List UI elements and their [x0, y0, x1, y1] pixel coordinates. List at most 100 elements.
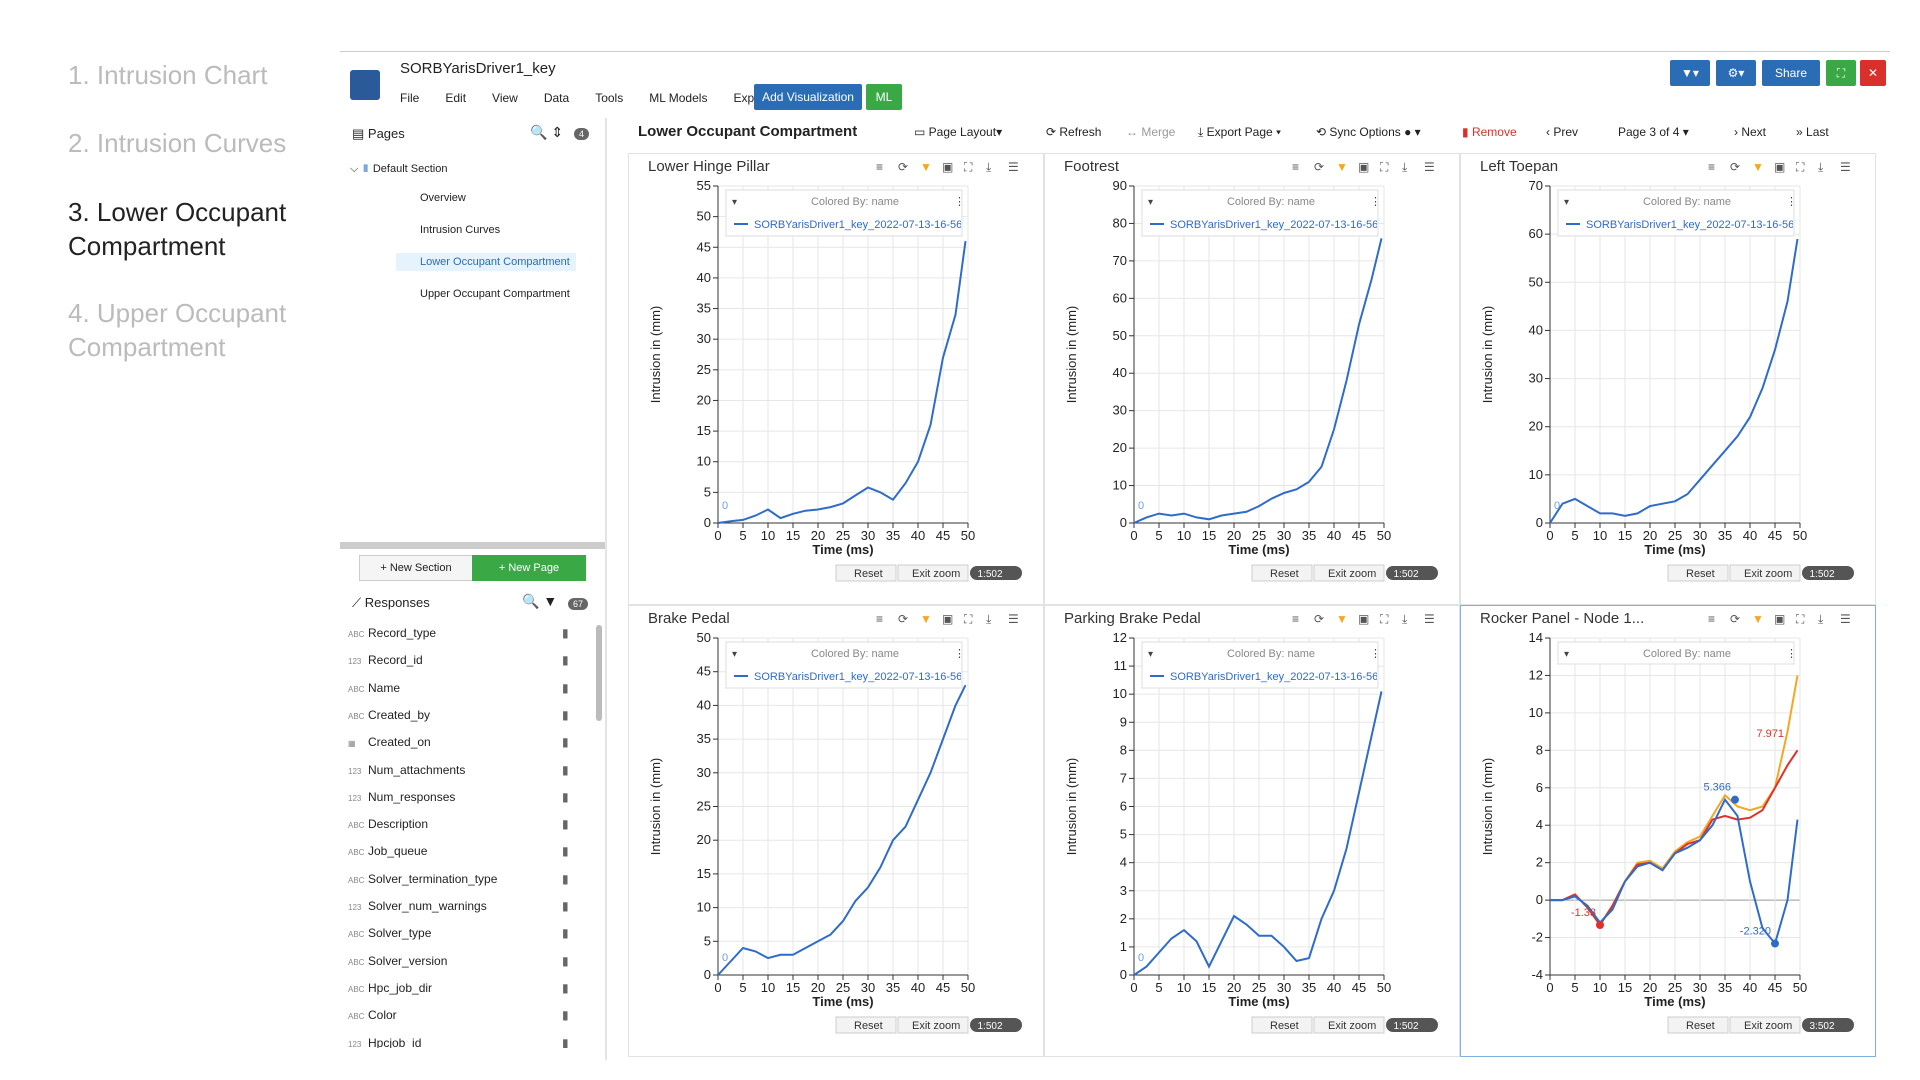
exit-zoom-button[interactable]: [1313, 564, 1385, 582]
panel-icon[interactable]: ⛶: [963, 612, 973, 626]
menu-item[interactable]: Tools: [595, 91, 624, 105]
response-item[interactable]: ABC Description ▮: [348, 817, 569, 831]
panel-icon[interactable]: ☰: [1424, 160, 1435, 174]
chart-panel[interactable]: Lower Hinge Pillar ≡ ⟳ ▼ ▣ ⛶ ⤓ ☰051015202530354…: [628, 153, 1044, 605]
exit-zoom-button[interactable]: [1313, 1016, 1385, 1034]
ml-button[interactable]: ML: [866, 84, 902, 110]
merge[interactable]: ↔ Merge: [1126, 125, 1176, 139]
response-item[interactable]: ABC Color ▮: [348, 1008, 569, 1022]
page-select[interactable]: Page 3 of 4 ▾: [1618, 125, 1689, 139]
reset-button[interactable]: [1251, 564, 1313, 582]
response-item[interactable]: 123 Num_attachments ▮: [348, 763, 569, 777]
exit-zoom-button[interactable]: [1729, 1016, 1801, 1034]
panel-icon[interactable]: ▣: [1358, 160, 1369, 174]
legend-label[interactable]: SORBYarisDriver1_key_2022-07-13-16-56-: [1170, 219, 1382, 231]
chart-panel[interactable]: Parking Brake Pedal ≡ ⟳ ▼ ▣ ⛶ ⤓ ☰01234567891011…: [1044, 605, 1460, 1057]
panel-icon[interactable]: ⛶: [963, 160, 973, 174]
chart-panel[interactable]: Footrest ≡ ⟳ ▼ ▣ ⛶ ⤓ ☰ 0 10 20 30 40 50 60 70 80 90 0 5 10 15…: [1044, 153, 1460, 605]
sync-options[interactable]: ⟲ Sync Options ● ▾: [1316, 125, 1421, 139]
filter-button[interactable]: ▼▾: [1670, 60, 1710, 86]
response-item[interactable]: ABC Job_queue ▮: [348, 844, 569, 858]
panel-icon[interactable]: ▼: [1336, 612, 1348, 626]
panel-icon[interactable]: ☰: [1008, 160, 1019, 174]
responses-tools[interactable]: 🔍 ▼: [522, 593, 558, 609]
legend-label[interactable]: SORBYarisDriver1_key_2022-07-13-16-56-: [1170, 671, 1382, 683]
panel-icon[interactable]: ≡: [1708, 160, 1715, 174]
panel-icon[interactable]: ≡: [1292, 160, 1299, 174]
response-item[interactable]: ABC Name ▮: [348, 681, 569, 695]
panel-icon[interactable]: ⤓: [1402, 160, 1408, 174]
panel-icon[interactable]: ≡: [876, 160, 883, 174]
panel-icon[interactable]: ▼: [920, 612, 932, 626]
legend-options[interactable]: ⋮: [1786, 648, 1797, 660]
prev[interactable]: ‹ Prev: [1546, 125, 1579, 139]
legend-options[interactable]: ⋮: [954, 648, 965, 660]
new-section[interactable]: + New Section: [359, 555, 473, 581]
menu-item[interactable]: ML Models: [649, 91, 708, 105]
legend-label[interactable]: SORBYarisDriver1_key_2022-07-13-16-56-: [754, 219, 966, 231]
panel-icon[interactable]: ⤓: [1818, 160, 1824, 174]
exit-zoom-button[interactable]: [897, 564, 969, 582]
last[interactable]: » Last: [1796, 125, 1829, 139]
section[interactable]: ⌵ ▮ Default Section: [350, 163, 448, 175]
legend-menu[interactable]: ▾: [1148, 649, 1153, 660]
legend-options[interactable]: ⋮: [1370, 648, 1381, 660]
page-item[interactable]: Overview: [396, 189, 472, 207]
response-item[interactable]: ABC Hpc_job_dir ▮: [348, 981, 569, 995]
page-layout[interactable]: ▭ Page Layout▾: [914, 125, 1003, 139]
panel-icon[interactable]: ⤓: [986, 160, 992, 174]
panel-icon[interactable]: ☰: [1424, 612, 1435, 626]
panel-icon[interactable]: ▼: [1752, 160, 1764, 174]
panel-icon[interactable]: ⟳: [1314, 160, 1324, 174]
panel-icon[interactable]: ⤓: [1818, 612, 1824, 626]
menu-item[interactable]: Data: [543, 91, 570, 105]
exit-zoom-button[interactable]: [1729, 564, 1801, 582]
panel-icon[interactable]: ≡: [1292, 612, 1299, 626]
legend-options[interactable]: ⋮: [1370, 196, 1381, 208]
panel-icon[interactable]: ▼: [1752, 612, 1764, 626]
legend-menu[interactable]: ▾: [1564, 197, 1569, 208]
legend-options[interactable]: ⋮: [1786, 196, 1797, 208]
panel-icon[interactable]: ≡: [1708, 612, 1715, 626]
legend-label[interactable]: SORBYarisDriver1_key_2022-07-13-16-56-: [754, 671, 966, 683]
next[interactable]: › Next: [1734, 125, 1767, 139]
add-visualization[interactable]: Add Visualization: [754, 84, 862, 110]
chart-panel[interactable]: Rocker Panel - Node 1... ≡ ⟳ ▼ ▣ ⛶ ⤓ ☰ -4 -2 0 2 4 6 8…: [1460, 605, 1876, 1057]
page-item[interactable]: Lower Occupant Compartment: [396, 253, 576, 271]
menu-item[interactable]: Edit: [445, 91, 467, 105]
panel-icon[interactable]: ⟳: [898, 160, 908, 174]
legend-menu[interactable]: ▾: [1148, 197, 1153, 208]
legend-label[interactable]: SORBYarisDriver1_key_2022-07-13-16-56-: [1586, 219, 1798, 231]
remove[interactable]: ▮ Remove: [1462, 125, 1517, 139]
panel-icon[interactable]: ☰: [1008, 612, 1019, 626]
panel-icon[interactable]: ⟳: [1730, 612, 1740, 626]
reset-button[interactable]: [1667, 564, 1729, 582]
panel-icon[interactable]: ▼: [920, 160, 932, 174]
panel-icon[interactable]: ≡: [876, 612, 883, 626]
panel-icon[interactable]: ▣: [1358, 612, 1369, 626]
panel-icon[interactable]: ▣: [1774, 160, 1785, 174]
close-button[interactable]: ✕: [1860, 60, 1886, 86]
chart-panel[interactable]: Left Toepan ≡ ⟳ ▼ ▣ ⛶ ⤓ ☰ 0 10 20 30 40 50 60 70 0 5 10 15 2…: [1460, 153, 1876, 605]
reset-button[interactable]: [835, 564, 897, 582]
response-item[interactable]: 123 Record_id ▮: [348, 653, 569, 667]
panel-icon[interactable]: ⟳: [1314, 612, 1324, 626]
page-item[interactable]: Intrusion Curves: [396, 221, 506, 239]
response-item[interactable]: 123 Hpcjob_id ▮: [348, 1036, 569, 1049]
response-item[interactable]: ABC Solver_type ▮: [348, 926, 569, 940]
panel-icon[interactable]: ☰: [1840, 612, 1851, 626]
step[interactable]: 3. Lower Occupant Compartment: [68, 197, 287, 261]
response-item[interactable]: ABC Solver_termination_type ▮: [348, 872, 569, 886]
legend-menu[interactable]: ▾: [732, 197, 737, 208]
panel-icon[interactable]: ▣: [1774, 612, 1785, 626]
panel-icon[interactable]: ⛶: [1379, 160, 1389, 174]
refresh[interactable]: ⟳ Refresh: [1046, 125, 1102, 139]
response-item[interactable]: ABC Solver_version ▮: [348, 954, 569, 968]
pages-tools[interactable]: 🔍 ⇕: [530, 124, 564, 140]
response-item[interactable]: ABC Record_type ▮: [348, 626, 569, 640]
panel-icon[interactable]: ⛶: [1379, 612, 1389, 626]
reset-button[interactable]: [1667, 1016, 1729, 1034]
response-item[interactable]: 123 Num_responses ▮: [348, 790, 569, 804]
page-item[interactable]: Upper Occupant Compartment: [396, 285, 576, 303]
